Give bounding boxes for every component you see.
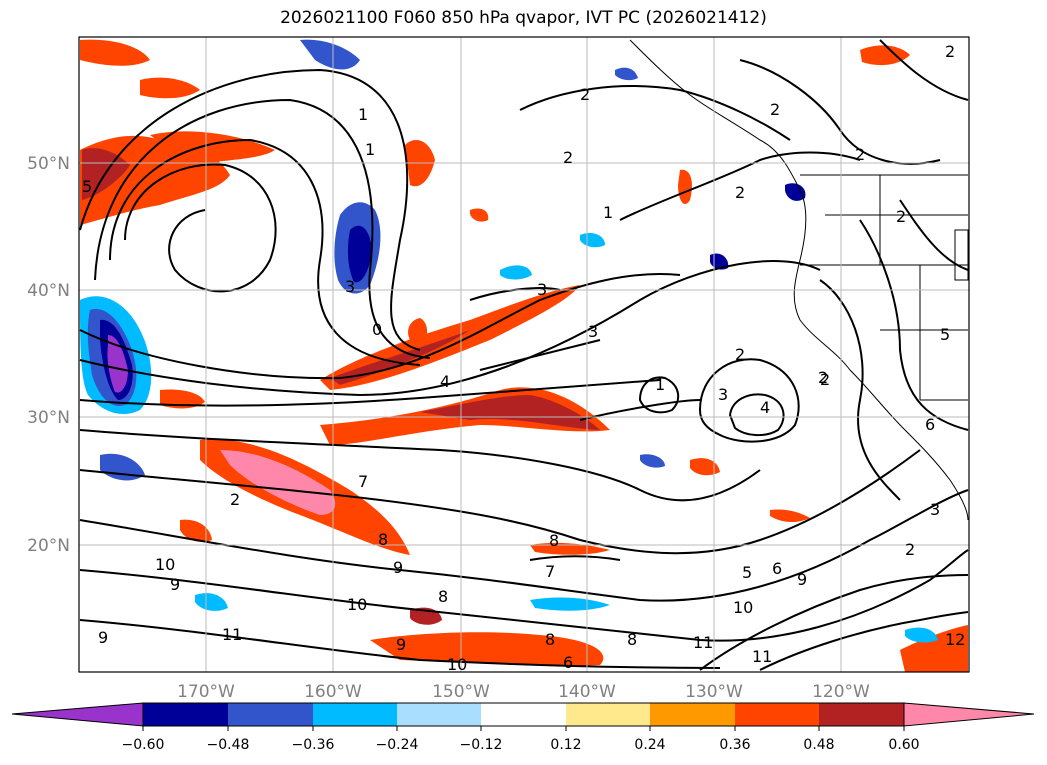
contour-label: 9 xyxy=(170,575,180,594)
colorbar-bin xyxy=(313,703,397,726)
lon-label-170w: 170°W xyxy=(177,682,235,702)
contour-label: 2 xyxy=(770,100,780,119)
colorbar-bin xyxy=(397,703,481,726)
contour-label-group: 2 2 2 2 2 2 1 2 3 3 4 1 3 4 2 2 3 5 6 7 xyxy=(82,42,965,674)
lat-label-20n: 20°N xyxy=(27,536,70,556)
contour-label: 1 xyxy=(655,375,665,394)
contour-label: 3 xyxy=(345,277,355,296)
contour-label: 1 xyxy=(603,203,613,222)
contour-label: 5 xyxy=(82,177,92,196)
contour-label: 5 xyxy=(940,325,950,344)
contour-label: 9 xyxy=(797,570,807,589)
contour-label: 4 xyxy=(440,372,450,391)
lat-label-30n: 30°N xyxy=(27,408,70,428)
contour-label: 9 xyxy=(393,558,403,577)
colorbar-tick-label: 0.24 xyxy=(634,737,665,753)
contour-label: 6 xyxy=(563,653,573,672)
lon-label-160w: 160°W xyxy=(304,682,362,702)
colorbar-bin xyxy=(819,703,904,726)
colorbar: −0.60 −0.48 −0.36 −0.24 −0.12 0.12 0.24 … xyxy=(11,702,1035,753)
colorbar-bin xyxy=(481,703,566,726)
contour-label: 1 xyxy=(358,105,368,124)
contour-label: 10 xyxy=(347,595,367,614)
contour-label: 3 xyxy=(588,322,598,341)
contour-label: 8 xyxy=(545,630,555,649)
colorbar-tick-label: 0.36 xyxy=(719,737,750,753)
contour-label: 6 xyxy=(772,559,782,578)
contour-label: 12 xyxy=(945,630,965,649)
longitude-labels: 170°W 160°W 150°W 140°W 130°W 120°W xyxy=(177,682,870,702)
colorbar-bin xyxy=(228,703,313,726)
colorbar-bin xyxy=(650,703,735,726)
colorbar-bin xyxy=(143,703,228,726)
contour-label: 5 xyxy=(742,563,752,582)
contour-label: 10 xyxy=(733,598,753,617)
contour-label: 7 xyxy=(358,472,368,491)
contour-label: 11 xyxy=(752,647,772,666)
contour-label: 8 xyxy=(549,531,559,550)
colorbar-tick-label: 0.60 xyxy=(888,737,919,753)
colorbar-tick-label: −0.24 xyxy=(376,737,419,753)
colorbar-bin xyxy=(735,703,819,726)
lon-label-120w: 120°W xyxy=(812,682,870,702)
colorbar-over-extension xyxy=(903,702,1035,727)
graticule xyxy=(79,37,969,672)
lon-label-130w: 130°W xyxy=(685,682,743,702)
contour-label: 6 xyxy=(925,415,935,434)
contour-label: 11 xyxy=(222,625,242,644)
contour-label: 3 xyxy=(930,500,940,519)
contour-label: 9 xyxy=(98,628,108,647)
contour-label: 2 xyxy=(945,42,955,61)
contour-label: 2 xyxy=(818,368,828,387)
figure-title: 2026021100 F060 850 hPa qvapor, IVT PC (… xyxy=(280,8,767,28)
contour-label: 0 xyxy=(372,320,382,339)
lat-label-50n: 50°N xyxy=(27,154,70,174)
contour-label: 1 xyxy=(365,140,375,159)
ivt-contours xyxy=(79,39,969,671)
contour-label: 8 xyxy=(438,587,448,606)
colorbar-tick-label: −0.12 xyxy=(460,737,503,753)
contour-label: 7 xyxy=(545,562,555,581)
contour-label: 2 xyxy=(905,540,915,559)
contour-label: 10 xyxy=(447,655,467,674)
contour-label: 2 xyxy=(735,183,745,202)
contour-label: 2 xyxy=(820,370,830,389)
colorbar-tick-label: −0.36 xyxy=(292,737,335,753)
contour-label: 8 xyxy=(627,630,637,649)
contour-label: 2 xyxy=(563,148,573,167)
plot-frame xyxy=(78,36,970,673)
colorbar-tick-marks xyxy=(142,726,905,731)
colorbar-tick-label: 0.12 xyxy=(550,737,581,753)
lon-label-140w: 140°W xyxy=(558,682,616,702)
contour-label: 3 xyxy=(718,385,728,404)
contour-label: 11 xyxy=(693,633,713,652)
positive-anomaly-fills xyxy=(80,39,968,672)
colorbar-frame xyxy=(142,702,905,727)
contour-label: 2 xyxy=(230,490,240,509)
colorbar-under-extension xyxy=(11,702,144,727)
colorbar-tick-label: 0.48 xyxy=(803,737,834,753)
colorbar-tick-label: −0.60 xyxy=(122,737,165,753)
contour-label: 10 xyxy=(155,555,175,574)
contour-label: 4 xyxy=(760,398,770,417)
contour-label: 2 xyxy=(896,207,906,226)
contour-label: 2 xyxy=(735,345,745,364)
lat-label-40n: 40°N xyxy=(27,281,70,301)
colorbar-bin xyxy=(566,703,650,726)
negative-anomaly-fills xyxy=(80,39,938,643)
contour-label: 8 xyxy=(378,530,388,549)
latitude-labels: 50°N 40°N 30°N 20°N xyxy=(27,154,70,556)
contour-label: 9 xyxy=(396,635,406,654)
coastlines xyxy=(629,39,969,521)
colorbar-tick-label: −0.48 xyxy=(207,737,250,753)
contour-label: 3 xyxy=(537,280,547,299)
contour-label: 2 xyxy=(580,85,590,104)
lon-label-150w: 150°W xyxy=(432,682,490,702)
contour-label: 2 xyxy=(855,145,865,164)
